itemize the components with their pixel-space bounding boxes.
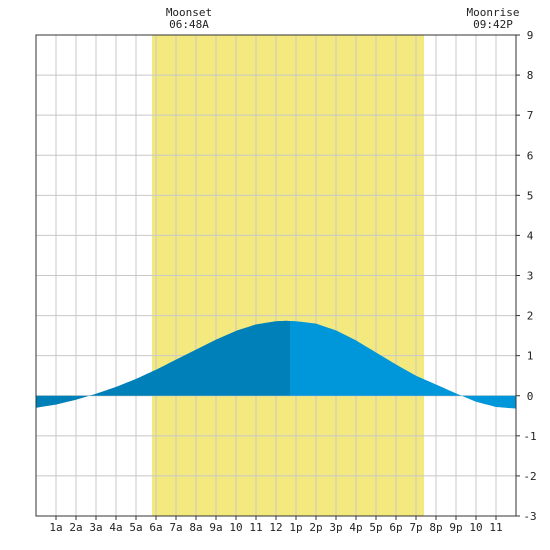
x-tick-label: 3p bbox=[329, 521, 342, 534]
x-tick-label: 1p bbox=[289, 521, 302, 534]
moonset-time: 06:48A bbox=[169, 18, 209, 31]
y-tick-label: 7 bbox=[527, 109, 534, 122]
x-tick-label: 7p bbox=[409, 521, 422, 534]
x-tick-label: 12 bbox=[269, 521, 282, 534]
x-tick-label: 9p bbox=[449, 521, 462, 534]
x-tick-label: 5a bbox=[129, 521, 142, 534]
x-tick-label: 8p bbox=[429, 521, 442, 534]
x-tick-label: 10 bbox=[229, 521, 242, 534]
y-tick-label: -2 bbox=[523, 470, 536, 483]
x-tick-label: 11 bbox=[249, 521, 262, 534]
y-tick-label: 8 bbox=[527, 69, 534, 82]
x-tick-label: 11 bbox=[489, 521, 502, 534]
y-tick-label: -1 bbox=[523, 430, 536, 443]
y-tick-label: 6 bbox=[527, 149, 534, 162]
y-tick-label: 5 bbox=[527, 189, 534, 202]
x-tick-label: 9a bbox=[209, 521, 222, 534]
y-tick-label: 9 bbox=[527, 29, 534, 42]
tide-area-rising bbox=[36, 320, 290, 408]
x-tick-label: 6p bbox=[389, 521, 402, 534]
y-tick-label: -3 bbox=[523, 510, 536, 523]
x-tick-label: 6a bbox=[149, 521, 162, 534]
y-tick-label: 2 bbox=[527, 310, 534, 323]
x-tick-label: 2a bbox=[69, 521, 82, 534]
moonset-title: Moonset bbox=[165, 6, 213, 19]
x-tick-label: 3a bbox=[89, 521, 102, 534]
x-tick-label: 7a bbox=[169, 521, 182, 534]
x-tick-label: 8a bbox=[189, 521, 202, 534]
y-tick-label: 1 bbox=[527, 350, 534, 363]
x-tick-label: 4a bbox=[109, 521, 122, 534]
x-tick-label: 4p bbox=[349, 521, 362, 534]
y-tick-label: 4 bbox=[527, 229, 534, 242]
moonrise-label: Moonrise 09:42P bbox=[453, 7, 533, 31]
y-tick-label: 3 bbox=[527, 270, 534, 283]
x-tick-label: 1a bbox=[49, 521, 62, 534]
x-tick-label: 2p bbox=[309, 521, 322, 534]
x-tick-label: 5p bbox=[369, 521, 382, 534]
moonrise-time: 09:42P bbox=[473, 18, 513, 31]
x-tick-label: 10 bbox=[469, 521, 482, 534]
moonset-label: Moonset 06:48A bbox=[149, 7, 229, 31]
tide-area-falling bbox=[290, 320, 516, 409]
moonrise-title: Moonrise bbox=[466, 6, 520, 19]
y-tick-label: 0 bbox=[527, 390, 534, 403]
